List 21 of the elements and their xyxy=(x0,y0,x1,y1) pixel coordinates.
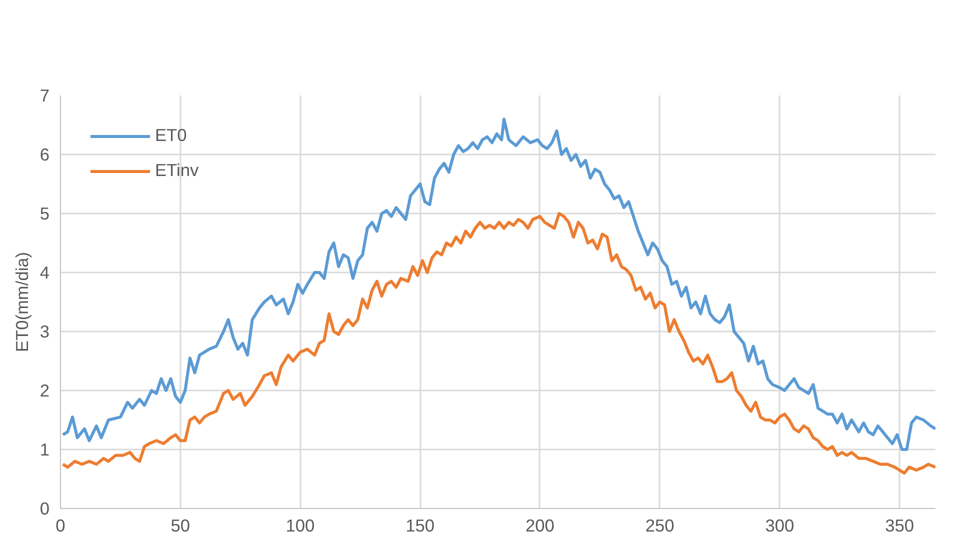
y-axis-title: ET0(mm/dia) xyxy=(12,252,32,352)
y-tick-label: 3 xyxy=(40,322,50,342)
line-series xyxy=(61,212,936,475)
legend-label: ETinv xyxy=(155,160,199,181)
x-tick-label: 100 xyxy=(286,516,315,536)
x-tick-label: 50 xyxy=(170,516,190,536)
y-tick-label: 2 xyxy=(40,380,50,400)
y-tick-label: 0 xyxy=(40,498,50,518)
line-series xyxy=(61,118,936,451)
x-tick-label: 350 xyxy=(885,516,914,536)
y-tick-label: 7 xyxy=(40,86,50,106)
x-tick-label: 300 xyxy=(765,516,794,536)
x-tick-label: 250 xyxy=(645,516,674,536)
y-tick-label: 6 xyxy=(40,144,50,164)
legend-label: ET0 xyxy=(155,125,187,146)
x-tick-label: 0 xyxy=(56,516,66,536)
y-tick-label: 4 xyxy=(40,262,50,282)
y-tick-label: 1 xyxy=(40,440,50,460)
y-tick-label: 5 xyxy=(40,204,50,224)
x-tick-label: 150 xyxy=(406,516,435,536)
x-tick-label: 200 xyxy=(525,516,554,536)
